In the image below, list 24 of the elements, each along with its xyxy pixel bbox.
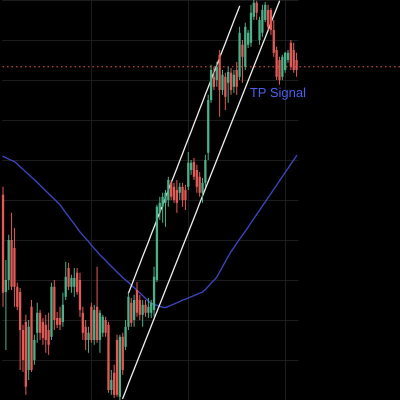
candlestick bbox=[256, 0, 258, 20]
candlestick bbox=[224, 72, 226, 110]
candlestick bbox=[142, 300, 144, 328]
ref-line-label: TP Signal bbox=[250, 84, 306, 100]
candlestick bbox=[73, 268, 76, 298]
candlestick bbox=[170, 180, 172, 200]
candlestick bbox=[147, 298, 150, 318]
candlestick bbox=[132, 294, 136, 328]
candlestick bbox=[110, 370, 112, 396]
candlestick bbox=[292, 42, 295, 74]
candlestick bbox=[44, 314, 47, 354]
candlestick bbox=[236, 62, 238, 96]
candlestick bbox=[290, 40, 292, 70]
candlestick bbox=[178, 182, 181, 200]
candlestick bbox=[47, 312, 50, 356]
candlestick bbox=[216, 62, 218, 88]
candlestick bbox=[161, 192, 164, 224]
candlestick bbox=[227, 66, 230, 104]
candlestick bbox=[176, 180, 178, 214]
candlestick bbox=[187, 152, 190, 190]
candlestick bbox=[232, 70, 236, 94]
candlestick bbox=[281, 54, 284, 80]
candlestick bbox=[102, 314, 104, 338]
candlestick bbox=[130, 298, 132, 328]
